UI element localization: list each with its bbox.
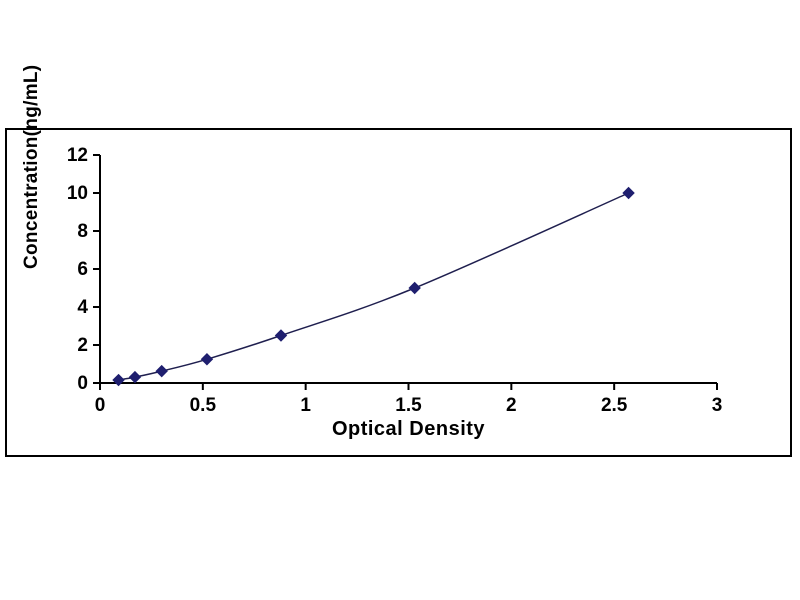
data-point-marker bbox=[274, 329, 288, 342]
x-tick-label: 2.5 bbox=[601, 395, 628, 416]
x-tick-label: 2 bbox=[506, 395, 517, 416]
y-tick-label: 0 bbox=[77, 373, 88, 394]
y-tick-label: 6 bbox=[77, 259, 88, 280]
data-point-marker bbox=[622, 186, 635, 200]
x-tick-label: 0 bbox=[95, 395, 106, 416]
data-point-marker bbox=[112, 373, 125, 387]
data-point-marker bbox=[408, 281, 421, 295]
x-tick-label: 1 bbox=[300, 395, 311, 416]
y-tick-label: 12 bbox=[67, 145, 88, 166]
x-tick-label: 1.5 bbox=[395, 395, 422, 416]
standard-curve-plot: 0 0.5 1 1.5 2 2.5 3 0 2 4 6 8 10 12 bbox=[67, 145, 723, 416]
x-axis-title: Optical Density bbox=[331, 418, 486, 440]
plot-curve bbox=[118, 192, 629, 381]
y-tick-label: 8 bbox=[77, 221, 88, 242]
x-tick-label: 3 bbox=[712, 395, 723, 416]
y-tick-label: 10 bbox=[67, 183, 88, 204]
y-tick-label: 4 bbox=[77, 297, 88, 318]
data-point-marker bbox=[155, 364, 168, 378]
data-point-marker bbox=[128, 370, 142, 384]
chart-frame: 0 0.5 1 1.5 2 2.5 3 0 2 4 6 8 10 12 Optical Density C… bbox=[5, 65, 792, 457]
data-point-marker bbox=[200, 353, 214, 366]
x-tick-label: 0.5 bbox=[190, 395, 217, 416]
y-tick-label: 2 bbox=[77, 335, 88, 356]
